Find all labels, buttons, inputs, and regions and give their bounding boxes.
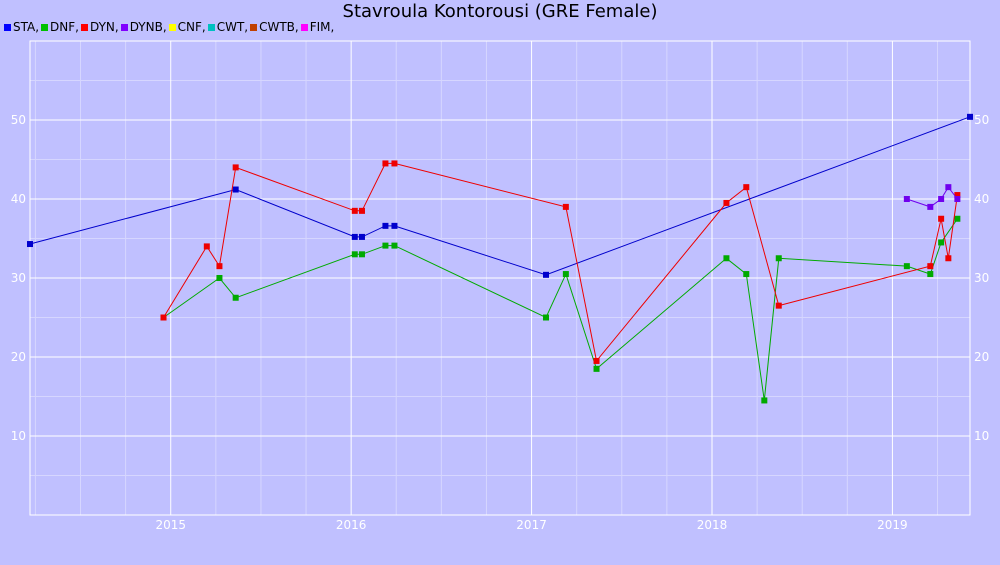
legend-label: FIM, [309, 20, 335, 34]
data-point-dyn [160, 314, 167, 321]
data-point-dyn [927, 263, 934, 270]
data-point-dynb [938, 196, 945, 202]
data-point-dnf [743, 271, 750, 278]
data-point-dyn [382, 160, 389, 167]
data-point-dnf [761, 397, 768, 404]
data-point-dnf [954, 215, 961, 222]
data-point-sta [543, 271, 550, 278]
legend-entry: DYN, [80, 20, 119, 34]
y-tick-label-left: 50 [11, 113, 26, 127]
y-tick-label-left: 40 [11, 192, 26, 206]
data-point-dyn [232, 164, 239, 171]
series-line-sta [29, 116, 971, 276]
data-point-dyn [358, 207, 365, 214]
data-point-dyn [562, 203, 569, 210]
legend-label: CWT, [216, 20, 249, 34]
plot-border [29, 40, 971, 516]
data-point-dyn [723, 199, 730, 206]
data-point-sta [358, 233, 365, 240]
data-point-dnf [723, 255, 730, 262]
data-point-dynb [903, 196, 910, 202]
data-point-dyn [216, 263, 223, 270]
x-tick-label: 2019 [877, 518, 908, 532]
legend-label: DYN, [89, 20, 119, 34]
data-point-sta [967, 113, 973, 120]
data-point-dyn [945, 255, 952, 262]
data-point-dnf [775, 255, 782, 262]
legend-entry: DYNB, [120, 20, 167, 34]
legend-label: DNF, [50, 20, 79, 34]
series-line-dnf [163, 218, 958, 401]
y-tick-label-right: 10 [974, 429, 989, 443]
legend-entry: STA, [4, 20, 39, 34]
chart-title: Stavroula Kontorousi (GRE Female) [342, 1, 658, 22]
legend-swatch [120, 24, 128, 31]
data-point-dnf [938, 239, 945, 246]
data-point-dnf [232, 294, 239, 301]
legend-swatch [4, 24, 11, 31]
legend-swatch [168, 24, 176, 31]
data-point-dyn [775, 302, 782, 309]
data-point-dnf [382, 242, 389, 249]
data-point-dyn [593, 357, 600, 364]
legend-swatch [41, 24, 49, 31]
legend-entry: CNF, [168, 20, 206, 34]
legend-entry: DNF, [41, 20, 79, 34]
data-point-dynb [945, 184, 952, 191]
x-tick-label: 2018 [697, 518, 728, 532]
legend-label: CNF, [177, 20, 206, 34]
data-point-dnf [562, 271, 569, 278]
data-point-dyn [351, 207, 358, 214]
y-tick-label-left: 20 [11, 350, 26, 364]
data-point-sta [391, 222, 398, 229]
y-tick-label-right: 50 [974, 113, 989, 127]
data-point-dnf [593, 365, 600, 372]
legend: STA, DNF, DYN, DYNB, CNF, CWT, CWTB, FIM, [4, 20, 336, 34]
data-point-dnf [351, 251, 358, 258]
data-point-sta [232, 186, 239, 193]
data-point-sta [351, 233, 358, 240]
legend-swatch [80, 24, 88, 31]
data-point-dyn [203, 243, 210, 250]
legend-label: STA, [13, 20, 40, 34]
data-point-dyn [938, 215, 945, 222]
y-tick-label-right: 30 [974, 271, 989, 285]
x-tick-label: 2015 [155, 518, 186, 532]
data-point-dyn [391, 160, 398, 167]
data-point-dyn [743, 184, 750, 191]
data-point-dnf [391, 242, 398, 249]
legend-label: DYNB, [129, 20, 167, 34]
data-point-sta [27, 241, 33, 248]
legend-entry: CWT, [207, 20, 249, 34]
data-point-dnf [903, 263, 910, 270]
x-tick-label: 2017 [516, 518, 547, 532]
legend-entry: CWTB, [250, 20, 299, 34]
data-point-dnf [216, 275, 223, 281]
data-point-dnf [358, 251, 365, 258]
legend-swatch [250, 24, 258, 31]
legend-entry: FIM, [300, 20, 335, 34]
y-tick-label-left: 30 [11, 271, 26, 285]
data-point-sta [382, 222, 389, 229]
y-tick-label-right: 40 [974, 192, 989, 206]
legend-swatch [207, 24, 215, 31]
legend-swatch [300, 24, 308, 31]
data-point-dynb [954, 196, 961, 202]
y-tick-label-left: 10 [11, 429, 26, 443]
data-point-dnf [543, 314, 550, 321]
data-point-dynb [927, 203, 934, 210]
x-tick-label: 2016 [336, 518, 367, 532]
data-point-dyn [954, 192, 961, 199]
y-tick-label-right: 20 [974, 350, 989, 364]
legend-label: CWTB, [259, 20, 299, 34]
data-point-dnf [927, 271, 934, 278]
